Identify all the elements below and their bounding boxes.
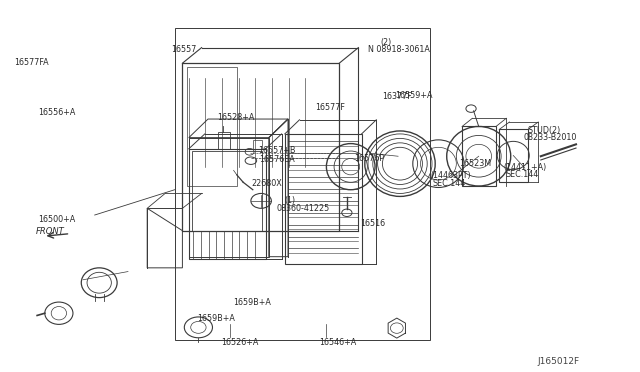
Text: 1659B+A: 1659B+A bbox=[197, 314, 235, 323]
Text: 16576EA: 16576EA bbox=[259, 155, 295, 164]
Text: 16559+A: 16559+A bbox=[396, 91, 433, 100]
Text: STUD(2): STUD(2) bbox=[527, 126, 561, 135]
Text: 16528+A: 16528+A bbox=[218, 113, 255, 122]
Text: (14411+A): (14411+A) bbox=[504, 163, 547, 172]
Text: (2): (2) bbox=[380, 38, 392, 47]
Text: 16523M: 16523M bbox=[460, 159, 492, 168]
Text: 22680X: 22680X bbox=[252, 179, 282, 187]
Text: 16577FA: 16577FA bbox=[14, 58, 49, 67]
Text: 16557+B: 16557+B bbox=[258, 146, 296, 155]
Text: SEC.144: SEC.144 bbox=[433, 179, 466, 187]
Text: SEC.144: SEC.144 bbox=[506, 170, 539, 179]
Text: 16577F: 16577F bbox=[316, 103, 346, 112]
Text: 16576P: 16576P bbox=[354, 154, 384, 163]
Text: 16377F: 16377F bbox=[382, 92, 412, 101]
Text: 16557: 16557 bbox=[172, 45, 197, 54]
Text: 1659B+A: 1659B+A bbox=[234, 298, 271, 307]
Text: J165012F: J165012F bbox=[538, 357, 580, 366]
Text: 16556+A: 16556+A bbox=[38, 108, 76, 117]
Text: N 08918-3061A: N 08918-3061A bbox=[368, 45, 430, 54]
Text: (1): (1) bbox=[285, 196, 296, 205]
Text: 16516: 16516 bbox=[360, 219, 385, 228]
Text: 08233-B2010: 08233-B2010 bbox=[524, 133, 577, 142]
Text: 16526+A: 16526+A bbox=[221, 338, 258, 347]
Text: 16546+A: 16546+A bbox=[319, 338, 356, 347]
Text: 16500+A: 16500+A bbox=[38, 215, 76, 224]
Text: FRONT: FRONT bbox=[36, 227, 64, 236]
Text: (14463PT): (14463PT) bbox=[430, 171, 470, 180]
Text: 08360-41225: 08360-41225 bbox=[276, 204, 330, 213]
